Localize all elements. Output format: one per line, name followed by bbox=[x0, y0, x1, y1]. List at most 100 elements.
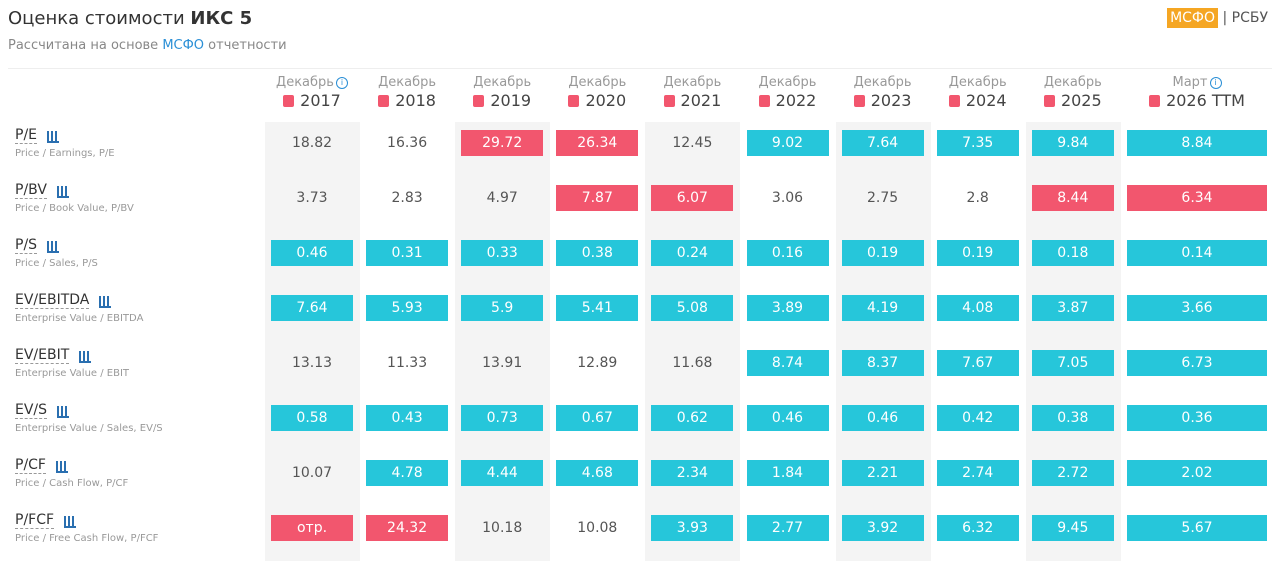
value-cell: 3.73 bbox=[296, 190, 328, 206]
value-cell: 5.08 bbox=[651, 295, 734, 321]
value-cell: 2.75 bbox=[867, 190, 899, 206]
value-cell: 6.32 bbox=[936, 515, 1019, 541]
value-cell: 0.42 bbox=[936, 405, 1019, 431]
pdf-icon[interactable] bbox=[473, 95, 485, 107]
value-cell: 0.73 bbox=[461, 405, 544, 431]
column-year: 2018 bbox=[356, 91, 458, 110]
year: 2018 bbox=[395, 91, 436, 110]
chart-icon[interactable] bbox=[57, 186, 69, 198]
value-cell: 2.21 bbox=[841, 460, 924, 486]
value-cell: 26.34 bbox=[556, 130, 639, 156]
value-cell: 6.07 bbox=[651, 185, 734, 211]
value-cell: 7.64 bbox=[271, 295, 353, 321]
value-cell: 6.73 bbox=[1127, 350, 1267, 376]
pdf-icon[interactable] bbox=[283, 95, 295, 107]
month: Декабрь bbox=[378, 75, 437, 90]
value-cell: 0.38 bbox=[1031, 405, 1114, 431]
year: 2025 bbox=[1060, 91, 1102, 110]
chart-icon[interactable] bbox=[64, 516, 76, 528]
month: Декабрь bbox=[1043, 75, 1102, 90]
column-shade bbox=[455, 122, 551, 561]
value-cell: 4.68 bbox=[556, 460, 639, 486]
pdf-icon[interactable] bbox=[663, 95, 675, 107]
pdf-icon[interactable] bbox=[378, 95, 390, 107]
subtitle-text: отчетности bbox=[204, 38, 287, 53]
title-text: Оценка стоимости bbox=[8, 8, 191, 29]
title: Оценка стоимости ИКС 5 bbox=[8, 8, 252, 29]
chart-icon[interactable] bbox=[57, 406, 69, 418]
metric-label[interactable]: P/E bbox=[15, 127, 38, 144]
tab[interactable]: МСФО bbox=[1167, 8, 1219, 28]
metric-label[interactable]: P/CF bbox=[15, 457, 46, 474]
value-cell: 4.78 bbox=[366, 460, 449, 486]
year: 2020 bbox=[585, 91, 627, 110]
column-month: Декабрь i bbox=[261, 75, 363, 90]
value-cell: 12.45 bbox=[672, 135, 713, 151]
column-month: Декабрь bbox=[1022, 75, 1124, 90]
metric-description: Price / Sales, P/S bbox=[15, 258, 98, 269]
value-cell: 5.93 bbox=[366, 295, 449, 321]
column-month: Декабрь bbox=[641, 75, 743, 90]
metric-label[interactable]: P/FCF bbox=[15, 512, 55, 529]
value-cell: 8.74 bbox=[746, 350, 829, 376]
pdf-icon[interactable] bbox=[853, 95, 865, 107]
value-cell: 0.18 bbox=[1031, 240, 1114, 266]
column-year: 2025 bbox=[1022, 91, 1124, 110]
chart-icon[interactable] bbox=[47, 241, 59, 253]
value-cell: 1.84 bbox=[746, 460, 829, 486]
metric-label[interactable]: P/S bbox=[15, 237, 38, 254]
column-month: Декабрь bbox=[546, 75, 648, 90]
value-cell: 4.97 bbox=[486, 190, 518, 206]
tab[interactable]: РСБУ bbox=[1231, 10, 1268, 26]
year: 2021 bbox=[680, 91, 722, 110]
value-cell: 5.67 bbox=[1127, 515, 1267, 541]
year: 2026 TTM bbox=[1166, 91, 1245, 110]
value-cell: 0.19 bbox=[936, 240, 1019, 266]
value-cell: 4.44 bbox=[461, 460, 544, 486]
value-cell: отр. bbox=[271, 515, 353, 541]
chart-icon[interactable] bbox=[56, 461, 68, 473]
value-cell: 7.05 bbox=[1031, 350, 1114, 376]
metric-label[interactable]: P/BV bbox=[15, 182, 47, 199]
column-shade bbox=[265, 122, 360, 561]
info-icon[interactable]: i bbox=[335, 77, 348, 89]
pdf-icon[interactable] bbox=[1149, 95, 1161, 107]
chart-icon[interactable] bbox=[47, 131, 59, 143]
pdf-icon[interactable] bbox=[948, 95, 960, 107]
year: 2022 bbox=[775, 91, 817, 110]
metric-label[interactable]: EV/EBITDA bbox=[15, 292, 90, 309]
month: Декабрь bbox=[473, 75, 532, 90]
column-year: 2020 bbox=[546, 91, 648, 110]
subtitle-link[interactable]: МСФО bbox=[162, 38, 205, 53]
column-month: Декабрь bbox=[927, 75, 1029, 90]
value-cell: 0.31 bbox=[366, 240, 449, 266]
value-cell: 0.62 bbox=[651, 405, 734, 431]
metric-description: Price / Book Value, P/BV bbox=[15, 203, 134, 214]
value-cell: 0.16 bbox=[746, 240, 829, 266]
metric-description: Price / Earnings, P/E bbox=[15, 148, 115, 159]
month: Декабрь bbox=[758, 75, 817, 90]
pdf-icon[interactable] bbox=[568, 95, 580, 107]
column-year: 2022 bbox=[737, 91, 839, 110]
metric-label[interactable]: EV/S bbox=[15, 402, 48, 419]
value-cell: 0.38 bbox=[556, 240, 639, 266]
chart-icon[interactable] bbox=[99, 296, 111, 308]
subtitle-text: Рассчитана на основе bbox=[8, 38, 163, 53]
value-cell: 2.72 bbox=[1031, 460, 1114, 486]
metric-description: Price / Cash Flow, P/CF bbox=[15, 478, 129, 489]
value-cell: 18.82 bbox=[291, 135, 333, 151]
pdf-icon[interactable] bbox=[1043, 95, 1055, 107]
value-cell: 5.9 bbox=[461, 295, 544, 321]
value-cell: 0.46 bbox=[841, 405, 924, 431]
chart-icon[interactable] bbox=[79, 351, 91, 363]
value-cell: 7.64 bbox=[841, 130, 924, 156]
month: Декабрь bbox=[568, 75, 627, 90]
value-cell: 11.68 bbox=[672, 355, 713, 371]
pdf-icon[interactable] bbox=[758, 95, 770, 107]
metric-label[interactable]: EV/EBIT bbox=[15, 347, 70, 364]
column-year: 2017 bbox=[261, 91, 363, 110]
value-cell: 3.87 bbox=[1031, 295, 1114, 321]
value-cell: 3.06 bbox=[771, 190, 804, 206]
info-icon[interactable]: i bbox=[1209, 77, 1222, 89]
